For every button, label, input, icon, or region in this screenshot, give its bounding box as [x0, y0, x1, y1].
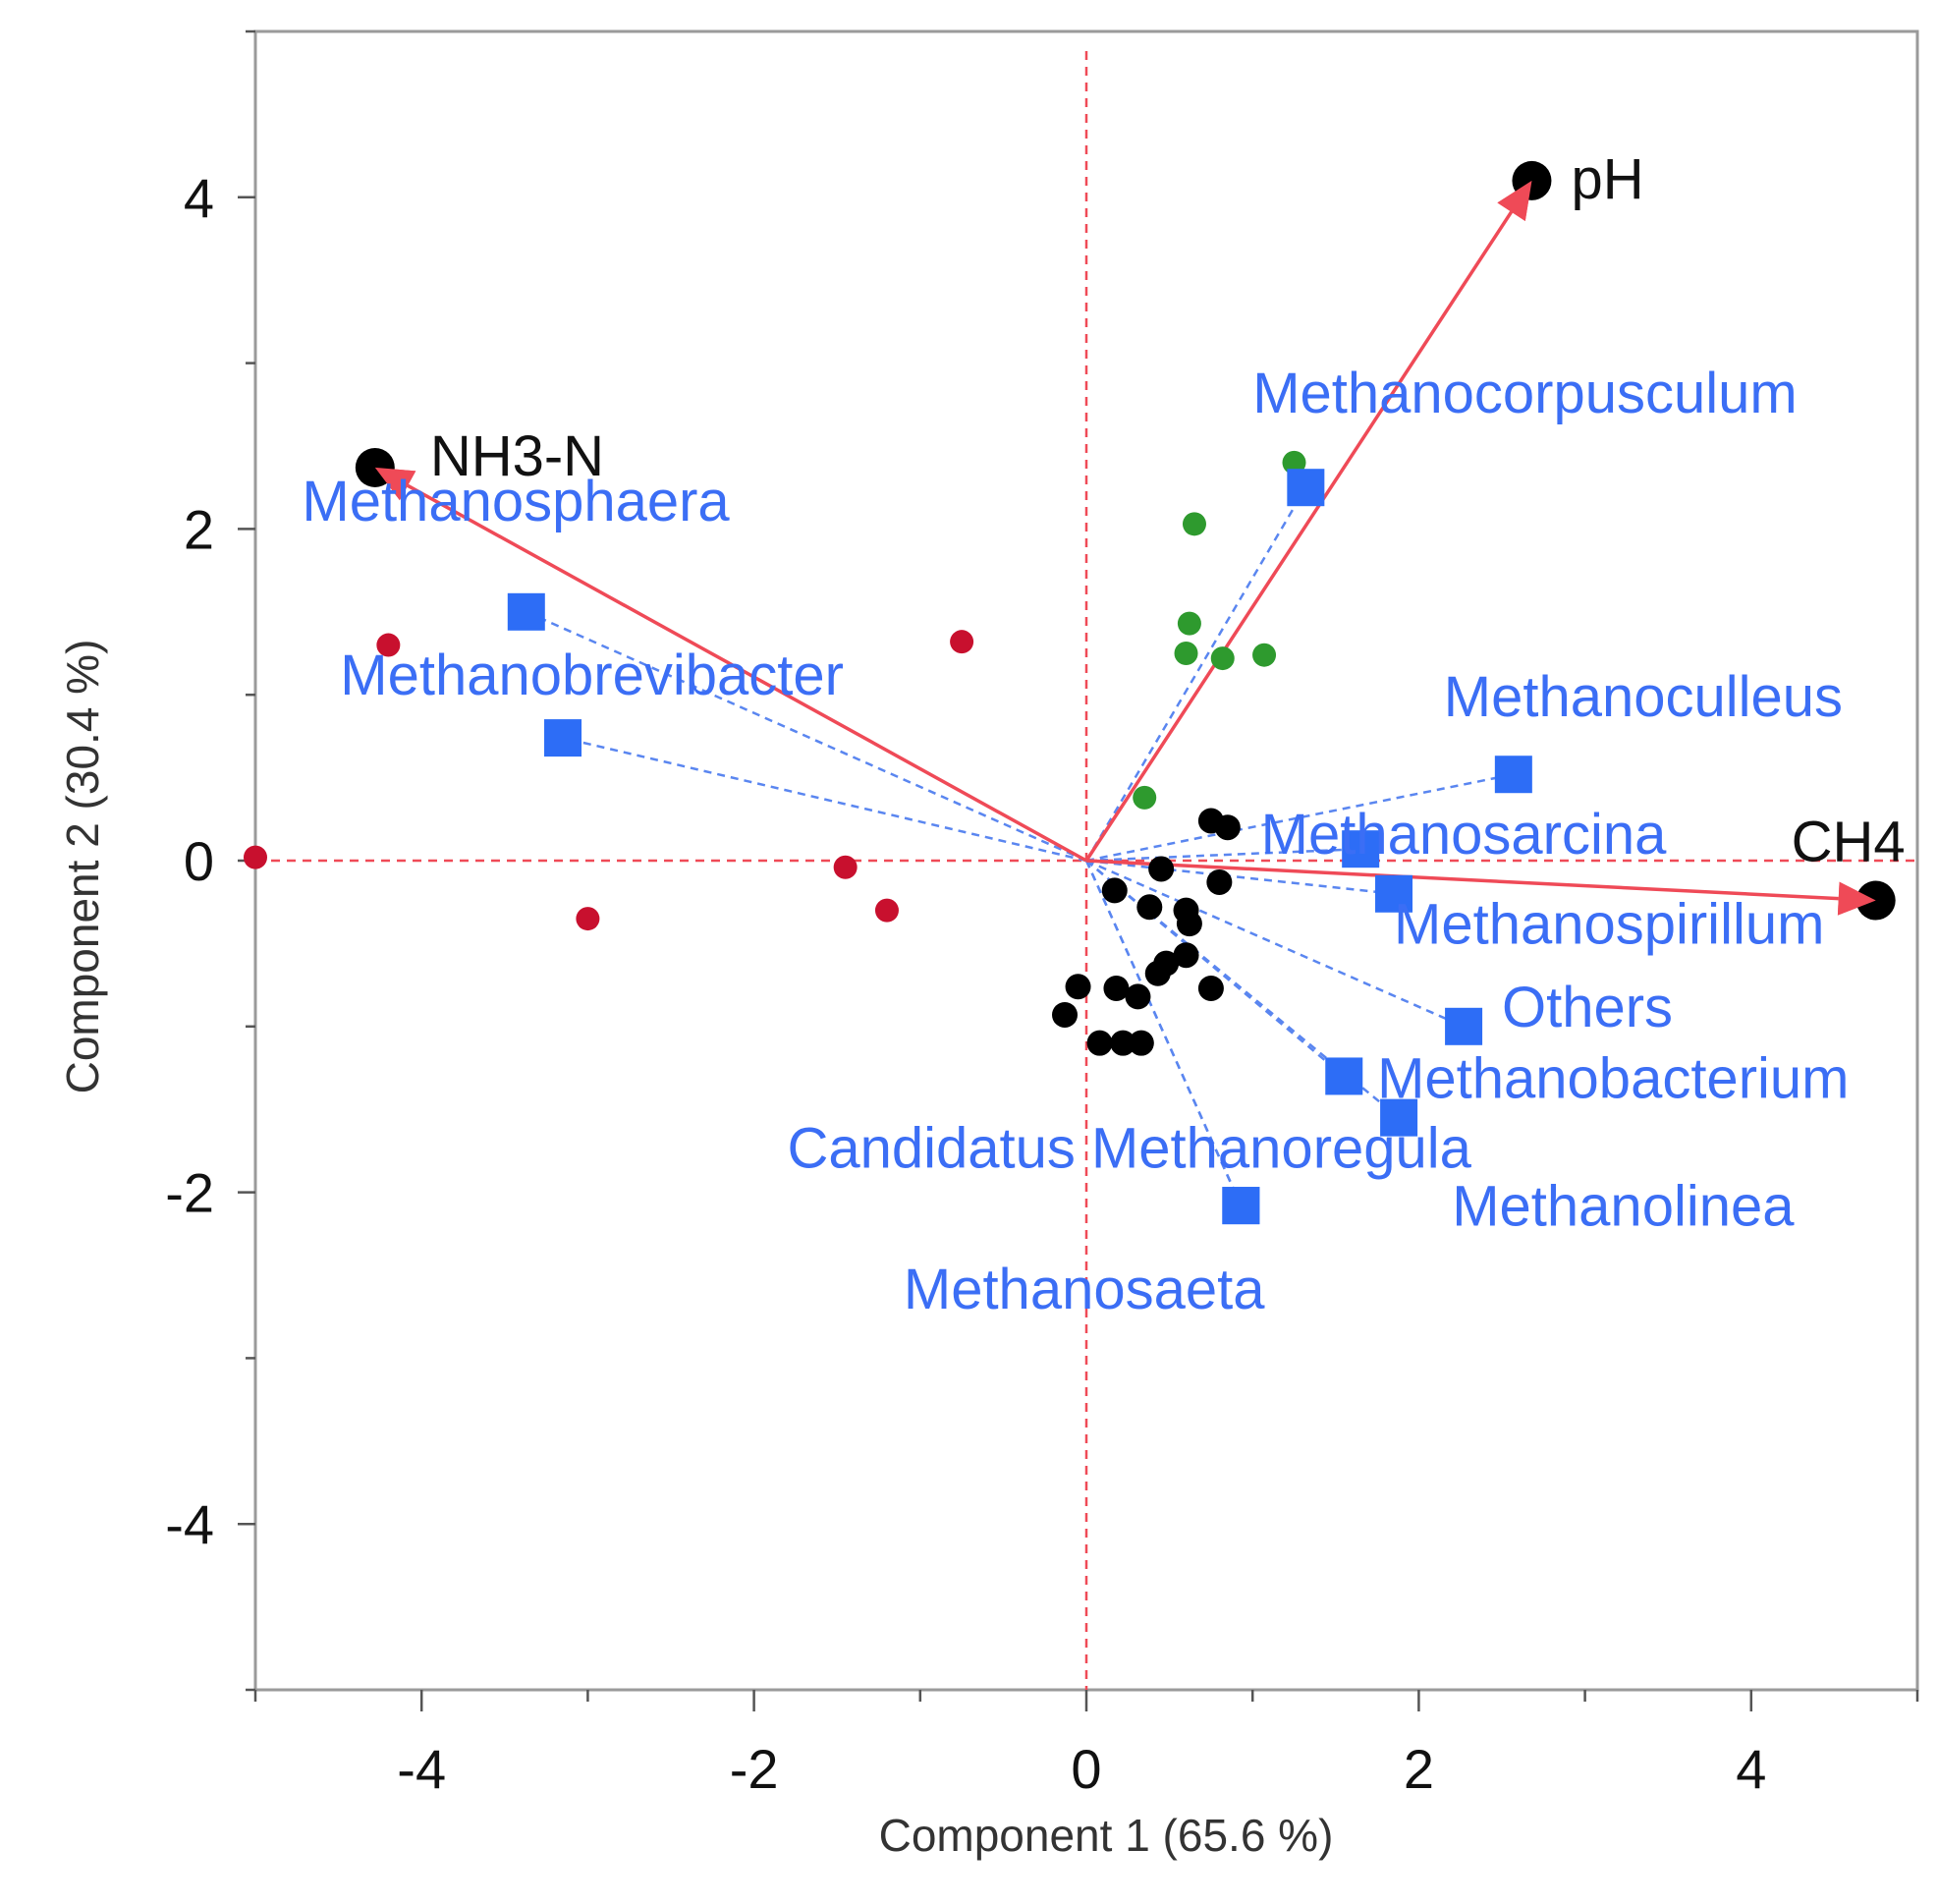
sample-point-black — [1101, 877, 1128, 904]
env-arrow-ph — [1084, 210, 1514, 862]
sample-point-red — [833, 855, 858, 879]
y-tick-label: 0 — [184, 830, 214, 892]
y-tick-label: 4 — [184, 167, 214, 229]
x-tick-label: 2 — [1404, 1738, 1434, 1800]
species-marker-methanobacterium — [1325, 1057, 1363, 1095]
x-tick-label: -2 — [730, 1738, 779, 1800]
sample-point-green — [1174, 642, 1198, 665]
sample-point-black — [1125, 983, 1151, 1010]
species-label-methanosphaera: Methanosphaera — [302, 470, 730, 533]
species-loading-line — [562, 736, 1087, 863]
sample-point-red — [874, 898, 899, 923]
env-arrowhead-top-ch4 — [1837, 881, 1876, 916]
species-loading-line — [1085, 859, 1395, 896]
sample-point-green — [1252, 643, 1277, 667]
y-axis-title: Component 2 (30.4 %) — [57, 640, 108, 1094]
sample-point-black — [1110, 1030, 1136, 1056]
sample-point-green — [1133, 785, 1157, 810]
sample-point-red — [244, 845, 267, 869]
sample-point-green — [1210, 646, 1235, 671]
species-label-candidatus-methanoregula: Candidatus Methanoregula — [787, 1116, 1471, 1180]
sample-point-black — [1148, 856, 1175, 882]
sample-point-black — [1214, 814, 1241, 841]
sample-point-black — [1176, 911, 1202, 937]
sample-point-black — [1052, 1001, 1079, 1028]
env-label-ch4: CH4 — [1792, 811, 1906, 874]
species-label-methanosarcina: Methanosarcina — [1261, 803, 1667, 867]
species-label-others: Others — [1502, 976, 1673, 1039]
y-tick-label: -2 — [165, 1162, 214, 1224]
species-loading-line — [1084, 486, 1307, 862]
sample-point-red — [376, 633, 401, 657]
sample-point-green — [1282, 450, 1306, 475]
sample-point-black — [1065, 974, 1091, 1000]
sample-point-black — [1144, 960, 1171, 986]
x-axis-title: Component 1 (65.6 %) — [879, 1810, 1334, 1861]
species-label-methanocorpusculum: Methanocorpusculum — [1252, 362, 1798, 425]
species-marker-methanolinea — [1380, 1098, 1418, 1137]
y-tick-label: 2 — [184, 498, 214, 560]
sample-point-black — [1197, 975, 1224, 1001]
sample-point-green — [1177, 611, 1201, 636]
env-label-ph: pH — [1571, 147, 1643, 211]
env-arrowhead-top-ph — [1497, 180, 1532, 221]
x-tick-label: -4 — [397, 1738, 446, 1800]
species-marker-methanosphaera — [507, 592, 545, 631]
species-marker-methanospirillum — [1375, 874, 1413, 913]
species-marker-methanoculleus — [1494, 756, 1532, 794]
species-label-methanobacterium: Methanobacterium — [1377, 1046, 1849, 1110]
species-label-methanospirillum: Methanospirillum — [1394, 892, 1824, 956]
sample-point-red — [950, 630, 974, 654]
species-label-methanolinea: Methanolinea — [1452, 1174, 1795, 1238]
sample-point-black — [1206, 868, 1233, 895]
species-marker-methanosarcina — [1342, 830, 1380, 868]
env-arrow-nh3-n — [407, 483, 1087, 863]
x-tick-label: 4 — [1736, 1738, 1766, 1800]
sample-point-black — [1128, 1030, 1154, 1056]
env-label-nh3-n: NH3-N — [430, 424, 604, 488]
species-marker-methanocorpusculum — [1287, 469, 1325, 507]
env-point-ch4 — [1855, 880, 1896, 921]
x-tick-label: 0 — [1071, 1738, 1101, 1800]
sample-point-green — [1182, 512, 1206, 536]
sample-point-black — [1086, 1030, 1113, 1056]
env-arrow-ch4 — [1085, 859, 1839, 901]
sample-point-red — [576, 907, 600, 931]
species-loading-line — [526, 610, 1087, 863]
species-marker-others — [1445, 1007, 1483, 1045]
species-label-methanosaeta: Methanosaeta — [904, 1258, 1265, 1321]
y-tick-label: -4 — [165, 1493, 214, 1555]
species-marker-methanosaeta — [1222, 1187, 1260, 1225]
species-loading-line — [1085, 772, 1515, 863]
env-arrowhead-top-nh3-n — [374, 467, 416, 501]
species-loading-line — [1085, 847, 1361, 863]
sample-point-black — [1173, 942, 1199, 969]
sample-point-black — [1136, 894, 1163, 921]
species-marker-methanobrevibacter — [544, 719, 582, 757]
species-label-methanoculleus: Methanoculleus — [1444, 665, 1843, 729]
sample-point-black — [1103, 975, 1130, 1001]
species-label-methanobrevibacter: Methanobrevibacter — [340, 644, 844, 707]
